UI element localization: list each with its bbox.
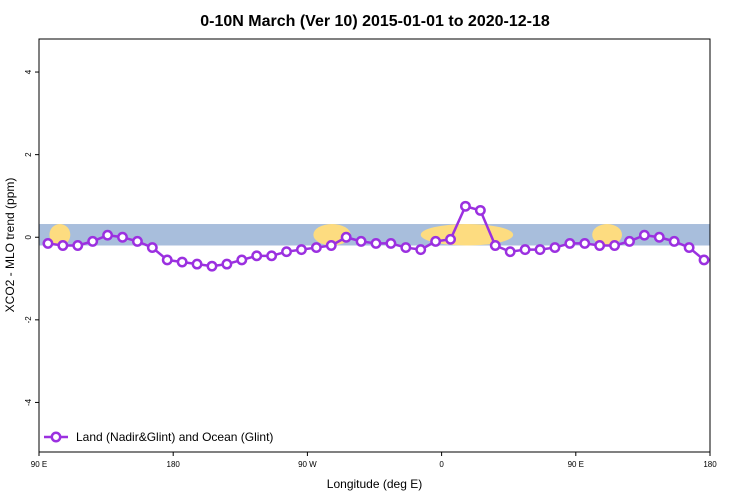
ocean-band — [39, 224, 710, 246]
data-point — [579, 237, 591, 249]
data-point — [72, 240, 84, 251]
data-point — [370, 237, 382, 249]
data-point — [594, 240, 606, 251]
y-axis: 4 2 0 -2 -4 — [24, 69, 39, 406]
data-point — [460, 200, 471, 212]
data-point — [87, 235, 99, 247]
data-point — [266, 250, 278, 262]
data-point — [549, 242, 561, 254]
data-point — [161, 254, 173, 266]
chart-title: 0-10N March (Ver 10) 2015-01-01 to 2020-… — [200, 13, 550, 30]
data-point — [445, 233, 456, 245]
data-point — [131, 235, 143, 247]
data-point — [609, 240, 621, 251]
x-tick-label: 0 — [439, 460, 444, 469]
y-tick-label: -2 — [24, 316, 33, 324]
legend-point-marker — [50, 431, 62, 443]
data-point — [504, 246, 516, 258]
data-point — [638, 229, 650, 241]
x-tick-label: 180 — [703, 460, 717, 469]
data-point — [653, 231, 665, 243]
data-point — [221, 258, 233, 270]
data-point — [519, 244, 531, 256]
data-point — [430, 235, 442, 247]
data-point — [415, 244, 427, 256]
legend: Land (Nadir&Glint) and Ocean (Glint) — [44, 430, 273, 444]
y-tick-label: -4 — [24, 398, 33, 406]
y-tick-label: 0 — [24, 234, 33, 239]
x-tick-label: 90 E — [31, 460, 47, 469]
x-tick-label: 90 W — [298, 460, 317, 469]
data-point — [42, 237, 54, 249]
data-point — [325, 240, 337, 251]
data-point — [206, 260, 218, 272]
data-point — [385, 237, 397, 249]
data-point — [564, 237, 576, 249]
x-tick-label: 90 E — [568, 460, 584, 469]
data-point — [474, 204, 486, 216]
data-point — [668, 235, 680, 247]
data-point — [698, 254, 710, 266]
data-point — [534, 244, 546, 256]
data-point — [310, 242, 322, 254]
plot-area — [38, 38, 711, 453]
data-point — [355, 235, 367, 247]
data-point — [57, 240, 69, 251]
data-point — [236, 254, 248, 266]
data-point — [251, 250, 263, 262]
data-point — [102, 229, 114, 241]
data-point — [191, 258, 203, 270]
data-point — [176, 256, 188, 268]
data-point — [624, 235, 635, 247]
data-point — [281, 246, 292, 258]
y-tick-label: 2 — [24, 152, 33, 157]
data-point — [295, 244, 307, 256]
x-axis-label: Longitude (deg E) — [327, 477, 422, 491]
x-tick-label: 180 — [167, 460, 181, 469]
data-point — [400, 242, 412, 254]
x-axis: 90 E 180 90 W 0 90 E 180 — [31, 452, 717, 469]
data-point — [683, 242, 695, 254]
data-point — [146, 242, 158, 254]
data-point — [340, 231, 352, 243]
y-tick-label: 4 — [24, 69, 33, 74]
series — [42, 200, 710, 272]
data-point — [117, 231, 128, 243]
data-point — [489, 240, 501, 251]
land-region — [49, 224, 71, 246]
y-axis-label: XCO2 - MLO trend (ppm) — [3, 178, 17, 313]
legend-label: Land (Nadir&Glint) and Ocean (Glint) — [76, 430, 273, 444]
